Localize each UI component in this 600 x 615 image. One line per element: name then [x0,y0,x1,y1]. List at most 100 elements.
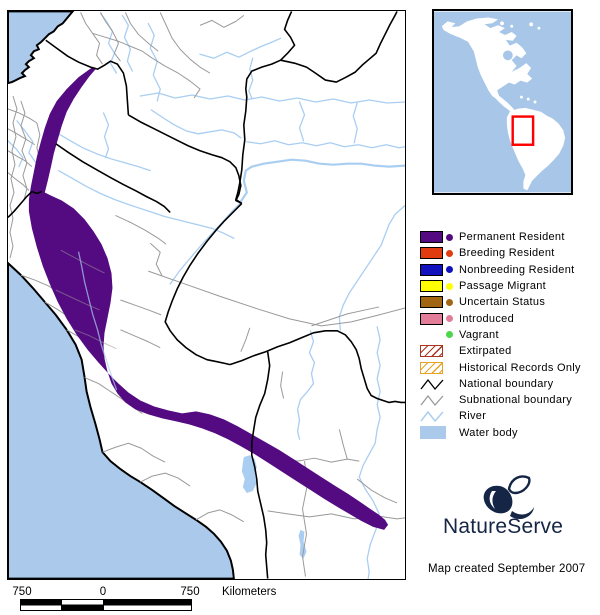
caribbean-island [526,97,530,101]
legend-item: Nonbreeding Resident [420,262,600,278]
introduced-dot-icon [446,315,453,323]
legend-label: Passage Migrant [459,280,547,293]
uncertain-status-dot-icon [446,298,453,306]
subnational-boundary [60,249,105,274]
national-boundary [235,11,296,205]
legend-item: Uncertain Status [420,294,600,310]
subnational-boundary [148,270,405,327]
river [248,57,254,99]
river [246,140,405,149]
legend-label: Breeding Resident [459,247,555,260]
lake-poopo [298,529,307,559]
river [139,92,405,104]
main-map [7,10,406,580]
nonbreeding-resident-dot-icon [446,266,453,274]
subnational-boundary [267,510,405,520]
scale-units-label: Kilometers [222,586,277,598]
river [102,112,110,159]
scale-bar [20,599,192,611]
caribbean-island [519,95,523,99]
map-legend: Permanent Resident Breeding Resident Non… [420,229,600,441]
river [58,169,235,239]
national-boundary-zigzag-icon [420,378,444,390]
legend-label: Subnational boundary [459,394,573,407]
legend-item: River [420,408,600,424]
legend-label: Extirpated [459,345,512,358]
legend-item: Vagrant [420,327,600,343]
subnational-boundary [80,12,103,65]
introduced-swatch [420,312,443,325]
legend-item: Extirpated [420,343,600,359]
national-boundary [8,190,43,218]
map-credit-text: Map created September 2007 [428,563,586,575]
greenland-fragment [537,26,541,30]
subnational-boundary [115,214,167,245]
inset-map-canvas [434,11,571,193]
legend-label: Uncertain Status [459,296,546,309]
subnational-boundary [100,12,121,62]
arctic-island [510,24,514,28]
subnational-boundary [102,442,166,463]
south-america-shape [506,107,566,191]
legend-label: Permanent Resident [459,231,565,244]
permanent-resident-dot-icon [446,233,453,241]
river [298,101,306,142]
legend-label: National boundary [459,377,554,390]
legend-label: Historical Records Only [459,361,581,374]
legend-label: Water body [459,426,518,439]
legend-item: Breeding Resident [420,245,600,261]
subnational-boundary [149,242,163,277]
subnational-boundary [120,299,162,316]
national-boundary [280,11,398,83]
inset-locator-map [432,9,573,195]
legend-item: Subnational boundary [420,392,600,408]
subnational-boundary [92,32,153,59]
river-zigzag-icon [420,411,444,423]
national-boundary [164,202,243,366]
passage-migrant-swatch [420,280,443,293]
subnational-boundary [74,329,117,350]
river [8,140,24,168]
arctic-island [490,19,494,23]
hudson-bay [502,50,513,61]
subnational-boundary [20,100,28,201]
river [199,37,282,59]
scale-label-zero: 0 [99,586,107,598]
subnational-boundary [140,472,191,487]
subnational-boundary [9,95,18,259]
national-boundary [45,39,130,115]
permanent-resident-range [28,67,389,530]
legend-item: Water body [420,425,600,441]
central-america-shape [495,94,516,113]
national-boundary [55,143,171,213]
river [56,132,151,172]
permanent-resident-swatch [420,231,443,244]
river [352,102,358,144]
greenland-fragment [529,22,534,27]
subnational-boundary [120,329,161,349]
river [169,202,241,285]
subnational-boundary [159,12,211,74]
scale-label-right: 750 [180,586,200,598]
subnational-boundary [55,289,100,311]
subnational-boundary [280,371,285,399]
river [296,330,316,440]
passage-migrant-dot-icon [446,282,453,290]
subnational-boundary [195,509,245,523]
lake-titicaca [241,455,257,494]
legend-label: Nonbreeding Resident [459,263,575,276]
subnational-boundary [240,327,251,352]
national-boundary [229,330,405,404]
amazon-river [239,158,405,203]
subnational-boundary [311,306,380,327]
subnational-boundary [8,150,33,168]
legend-label: Introduced [459,312,514,325]
water-body-swatch [420,426,446,440]
extent-indicator-box [511,115,535,146]
river [99,12,118,74]
river [150,109,242,139]
legend-item: Historical Records Only [420,359,600,375]
river [338,204,405,331]
subnational-boundary [124,12,159,52]
